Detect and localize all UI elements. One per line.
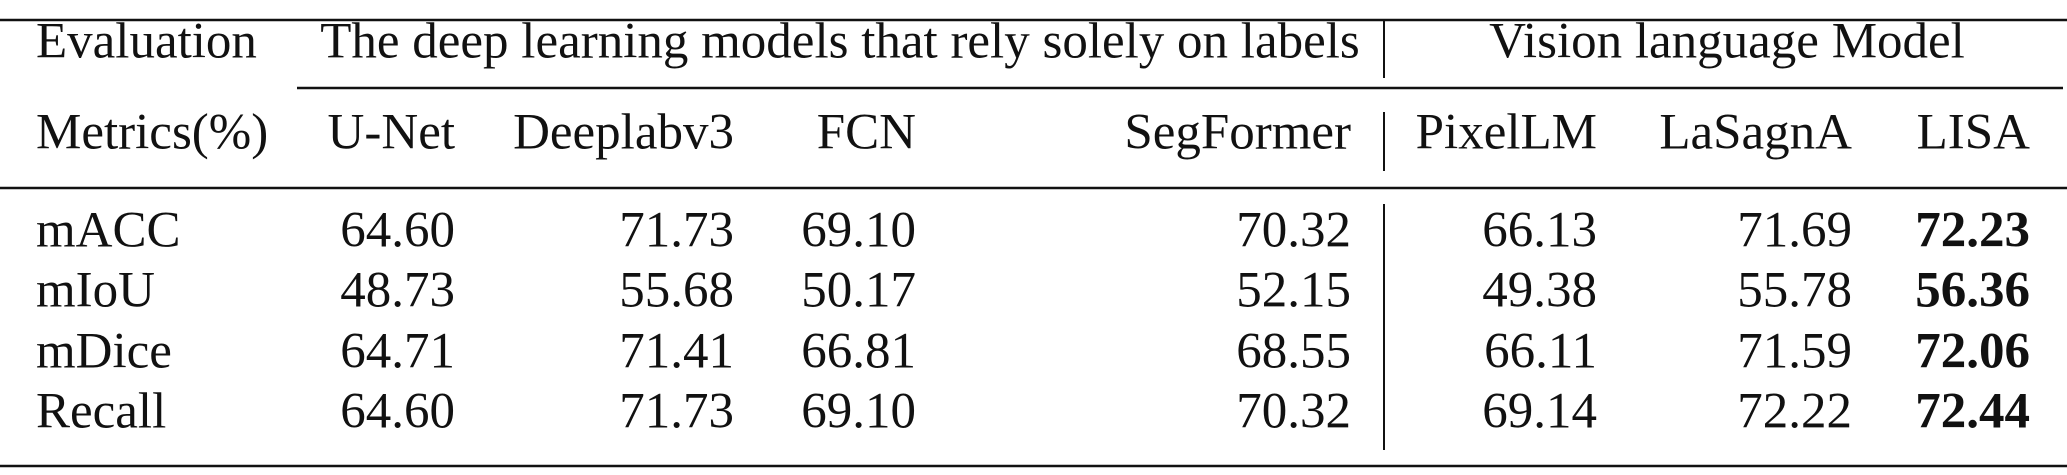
cell-value: 72.06 [1915,324,2030,380]
cell-value: 66.13 [1482,203,1597,259]
column-header: LISA [1917,105,2031,161]
column-header: U-Net [328,105,455,161]
group-header: Vision language Model [1489,14,1965,70]
cell-value: 64.60 [340,384,455,440]
cell-value: 50.17 [801,263,916,319]
cell-value: 64.71 [340,324,455,380]
cell-value: 72.22 [1737,384,1852,440]
metric-name: mACC [36,203,181,259]
cell-value: 69.10 [801,203,916,259]
column-header: Deeplabv3 [513,105,734,161]
metric-name: mIoU [36,263,155,319]
cell-value: 70.32 [1236,384,1351,440]
cell-value: 49.38 [1482,263,1597,319]
cell-value: 66.11 [1484,324,1597,380]
column-header: PixelLM [1416,105,1597,161]
cell-value: 55.78 [1737,263,1852,319]
cell-value: 48.73 [340,263,455,319]
cell-value: 69.14 [1482,384,1597,440]
cell-value: 68.55 [1236,324,1351,380]
cell-value: 71.41 [619,324,734,380]
cell-value: 70.32 [1236,203,1351,259]
cell-value: 71.73 [619,203,734,259]
cell-value: 55.68 [619,263,734,319]
metric-header: Metrics(%) [36,105,268,161]
cell-value: 56.36 [1915,263,2030,319]
cell-value: 71.69 [1737,203,1852,259]
cell-value: 72.23 [1915,203,2030,259]
cell-value: 64.60 [340,203,455,259]
cell-value: 72.44 [1915,384,2030,440]
cell-value: 71.73 [619,384,734,440]
cell-value: 71.59 [1737,324,1852,380]
cell-value: 66.81 [801,324,916,380]
metric-name: Recall [36,384,166,440]
column-header: LaSagnA [1659,105,1852,161]
group-header: The deep learning models that rely solel… [320,14,1360,70]
metric-name: mDice [36,324,172,380]
cell-value: 69.10 [801,384,916,440]
column-header: SegFormer [1124,105,1351,161]
column-header: FCN [817,105,916,161]
metric-header: Evaluation [36,14,257,70]
cell-value: 52.15 [1236,263,1351,319]
